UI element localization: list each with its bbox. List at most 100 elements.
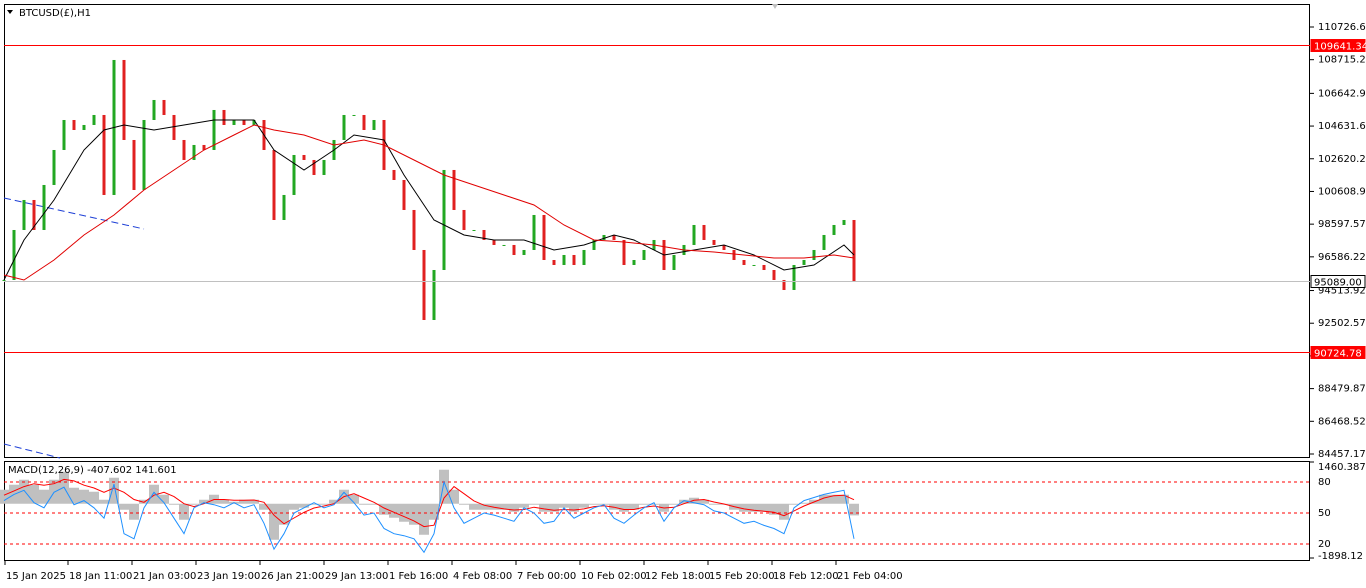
candle	[422, 249, 426, 320]
candle	[132, 139, 136, 190]
candle	[22, 199, 26, 230]
macd-histogram-bar	[79, 489, 89, 504]
candle	[852, 219, 856, 282]
candle	[152, 99, 156, 120]
candle	[552, 259, 556, 265]
y-tick-label: 94513.92	[1318, 286, 1366, 297]
macd-histogram-bar	[699, 499, 709, 504]
candle	[592, 239, 596, 250]
candle	[192, 144, 196, 160]
y-tick-label: 106642.97	[1318, 88, 1366, 99]
candle	[812, 249, 816, 260]
macd-histogram-bar	[819, 494, 829, 504]
macd-histogram-bar	[359, 503, 369, 505]
candle	[752, 264, 756, 266]
y2-tick-label: 80	[1318, 477, 1331, 488]
y-tick-label: 110726.62	[1318, 22, 1366, 33]
candle	[322, 159, 326, 175]
candle	[392, 169, 396, 180]
price-level-box	[1310, 346, 1366, 359]
y2-tick-label: 20	[1318, 539, 1331, 550]
y-tick-label: 98597.57	[1318, 219, 1366, 230]
candle	[232, 119, 236, 125]
macd-histogram-bar	[199, 499, 209, 504]
candle	[692, 224, 696, 245]
macd-histogram-bar	[649, 503, 659, 505]
y-tick-label: 100608.92	[1318, 186, 1366, 197]
macd-histogram-bar	[629, 503, 639, 510]
macd-histogram-bar	[69, 487, 79, 504]
trend-line[interactable]	[3, 443, 61, 459]
candle	[732, 249, 736, 260]
candle	[642, 249, 646, 260]
macd-histogram-bar	[749, 503, 759, 512]
y-tick-label: 104631.62	[1318, 121, 1366, 132]
macd-histogram-bar	[169, 503, 179, 505]
macd-histogram-bar	[309, 503, 319, 505]
candle	[62, 119, 66, 150]
macd-histogram-bar	[329, 499, 339, 504]
macd-histogram-bar	[429, 503, 439, 520]
price-level-box	[1310, 275, 1366, 288]
y-tick-label: 1460.387	[1318, 462, 1366, 473]
macd-histogram-bar	[269, 503, 279, 540]
candle	[792, 264, 796, 290]
macd-histogram-bar	[799, 502, 809, 504]
x-tick-label: 7 Feb 00:00	[517, 571, 576, 582]
signal-line	[3, 478, 855, 528]
candle	[702, 224, 706, 240]
symbol-title: BTCUSD(£),H1	[19, 8, 91, 19]
candle	[162, 99, 166, 115]
macd-histogram-bar	[519, 503, 529, 508]
candle	[172, 114, 176, 140]
macd-histogram-bar	[769, 503, 779, 515]
y-tick-label: 102620.27	[1318, 154, 1366, 165]
price-level-label: 95089.00	[1314, 278, 1362, 289]
trend-line[interactable]	[3, 197, 145, 230]
candle	[612, 234, 616, 240]
macd-histogram-bar	[89, 491, 99, 504]
candle	[562, 254, 566, 265]
candle	[72, 119, 76, 130]
candle	[822, 234, 826, 250]
oscillator-line	[3, 480, 855, 554]
macd-histogram-bar	[509, 503, 519, 512]
symbol-menu-arrow[interactable]	[7, 10, 13, 14]
x-tick-label: 18 Jan 11:00	[69, 571, 132, 582]
indicator-title: MACD(12,26,9) -407.602 141.601	[8, 465, 177, 476]
candle	[122, 59, 126, 140]
macd-histogram-bar	[379, 503, 389, 515]
candle	[762, 264, 766, 270]
candle	[202, 144, 206, 150]
macd-histogram-bar	[419, 503, 429, 535]
candle	[522, 249, 526, 255]
macd-histogram-bar	[529, 503, 539, 505]
macd-histogram-bar	[589, 503, 599, 505]
macd-histogram-bar	[739, 503, 749, 512]
macd-histogram-bar	[789, 503, 799, 505]
candle	[572, 254, 576, 265]
macd-histogram-bar	[119, 503, 129, 510]
macd-histogram-bar	[249, 499, 259, 504]
candle	[352, 114, 356, 116]
candle	[442, 169, 446, 270]
macd-histogram-bar	[549, 503, 559, 512]
x-tick-label: 4 Feb 08:00	[453, 571, 512, 582]
macd-histogram-bar	[619, 503, 629, 512]
x-tick-label: 15 Jan 2025	[6, 571, 66, 582]
candle	[582, 249, 586, 265]
candle	[492, 239, 496, 245]
candle	[2, 279, 6, 281]
price-level-label: 109641.34	[1314, 42, 1366, 53]
macd-histogram-bar	[189, 503, 199, 505]
candle	[472, 229, 476, 231]
x-tick-label: 15 Feb 20:00	[709, 571, 775, 582]
candle	[362, 114, 366, 130]
y-tick-label: 108715.27	[1318, 55, 1366, 66]
macd-histogram-bar	[399, 503, 409, 522]
candle	[602, 234, 606, 240]
macd-histogram-bar	[239, 499, 249, 504]
x-tick-label: 21 Jan 03:00	[133, 571, 196, 582]
